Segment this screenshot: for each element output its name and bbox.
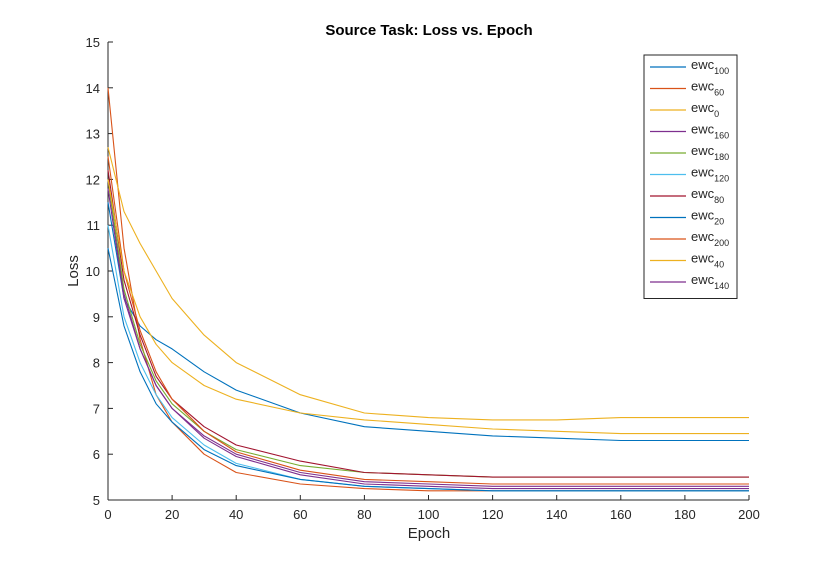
series-line-ewc20 (107, 247, 749, 492)
series-lines (107, 87, 749, 492)
y-tick-label: 6 (93, 447, 100, 462)
legend-box (643, 54, 738, 299)
legend-entry-ewc0: ewc0 (691, 100, 719, 119)
legend-entry-ewc200: ewc200 (691, 229, 729, 248)
x-tick-label: 40 (229, 507, 243, 522)
y-tick-label: 11 (87, 218, 101, 233)
x-tick-label: 0 (104, 507, 111, 522)
y-tick-label: 12 (86, 172, 100, 187)
legend-entry-ewc60: ewc60 (691, 79, 724, 98)
y-tick-label: 9 (93, 310, 100, 325)
legend-entry-ewc120: ewc120 (691, 165, 729, 184)
series-line-ewc80 (107, 170, 749, 478)
x-tick-label: 20 (165, 507, 179, 522)
x-tick-label: 60 (293, 507, 307, 522)
legend-entry-ewc80: ewc80 (691, 186, 724, 205)
y-axis-label: Loss (65, 255, 82, 287)
x-tick-label: 120 (482, 507, 504, 522)
x-tick-label: 140 (546, 507, 568, 522)
series-line-ewc40 (107, 179, 749, 435)
legend-entry-ewc160: ewc160 (691, 122, 729, 141)
x-tick-label: 160 (610, 507, 632, 522)
x-tick-label: 180 (674, 507, 696, 522)
series-line-ewc140 (107, 188, 749, 490)
y-tick-label: 14 (86, 81, 100, 96)
legend-entry-ewc140: ewc140 (691, 272, 729, 291)
series-line-ewc0 (107, 147, 749, 421)
chart-title: Source Task: Loss vs. Epoch (325, 22, 532, 39)
y-tick-label: 5 (93, 493, 100, 508)
x-axis-label: Epoch (408, 525, 451, 542)
y-tick-label: 10 (86, 264, 100, 279)
legend-entry-ewc20: ewc20 (691, 208, 724, 227)
series-line-ewc200 (107, 156, 749, 485)
y-axis: 5 6 7 8 9 10 11 12 13 14 15 (86, 35, 113, 508)
y-tick-label: 15 (86, 35, 100, 50)
legend: ewc100 ewc60 ewc0 ewc160 ewc180 ewc120 ewc80 ew… (643, 54, 738, 299)
y-tick-label: 8 (93, 356, 100, 371)
x-tick-label: 200 (738, 507, 760, 522)
x-tick-label: 100 (418, 507, 440, 522)
legend-entry-ewc100: ewc100 (691, 57, 729, 76)
x-axis: 0 20 40 60 80 100 120 140 160 180 200 (104, 495, 760, 522)
y-tick-label: 13 (86, 127, 100, 142)
legend-entry-ewc40: ewc40 (691, 251, 724, 270)
x-tick-label: 80 (357, 507, 371, 522)
legend-entry-ewc180: ewc180 (691, 143, 729, 162)
y-tick-label: 7 (93, 401, 100, 416)
